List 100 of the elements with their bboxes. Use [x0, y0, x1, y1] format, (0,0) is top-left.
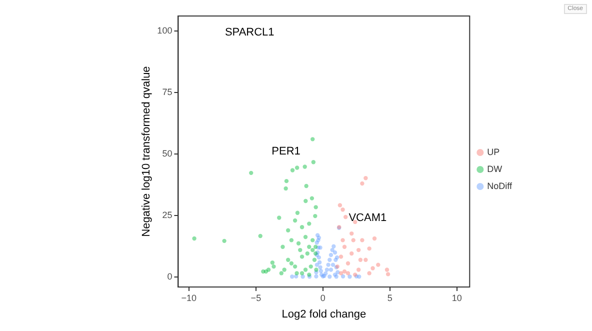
point — [310, 248, 315, 252]
point — [328, 258, 332, 262]
point — [310, 137, 315, 142]
point — [290, 168, 295, 172]
point — [324, 271, 328, 276]
point — [350, 231, 354, 236]
point — [317, 260, 322, 264]
point — [332, 250, 338, 255]
point — [289, 261, 294, 266]
point — [372, 236, 377, 241]
point — [338, 271, 344, 276]
legend-label: UP — [487, 146, 500, 157]
point — [316, 238, 320, 242]
x-tick-label: −10 — [181, 292, 197, 303]
point — [314, 262, 319, 267]
point — [280, 244, 285, 249]
point — [310, 238, 315, 242]
point — [302, 164, 307, 169]
point — [343, 214, 348, 220]
point — [284, 178, 289, 184]
point — [286, 228, 290, 232]
point — [370, 266, 375, 270]
point — [360, 181, 364, 186]
y-tick-label: 75 — [162, 86, 172, 97]
x-tick-label: 0 — [320, 292, 326, 303]
point — [326, 262, 330, 267]
point — [350, 251, 354, 256]
point — [303, 234, 308, 240]
point — [282, 268, 286, 272]
point — [356, 248, 361, 252]
point — [338, 203, 342, 208]
y-tick-label: 0 — [167, 272, 172, 282]
point — [376, 262, 380, 267]
point — [290, 274, 294, 279]
point — [272, 264, 276, 269]
point — [328, 252, 334, 258]
point — [266, 268, 271, 272]
point — [342, 269, 347, 274]
point — [305, 251, 310, 256]
point — [314, 205, 318, 210]
x-tick-label: 5 — [387, 292, 392, 303]
point — [304, 184, 308, 188]
point — [346, 261, 350, 266]
point — [261, 269, 266, 274]
legend-label: NoDiff — [487, 180, 512, 191]
point — [330, 248, 334, 252]
point — [314, 274, 318, 279]
point — [222, 238, 226, 244]
point — [308, 264, 313, 269]
point — [364, 258, 368, 262]
x-tick-label: −5 — [250, 292, 262, 303]
point — [310, 196, 314, 200]
point — [328, 268, 334, 272]
point — [356, 268, 361, 272]
point — [340, 238, 345, 242]
point — [346, 271, 350, 276]
point — [192, 236, 196, 241]
point — [367, 271, 372, 276]
legend-label: DW — [487, 164, 503, 174]
annotation: PER1 — [272, 146, 300, 158]
point — [324, 268, 330, 272]
point — [386, 272, 390, 276]
point — [313, 244, 318, 249]
point — [294, 271, 299, 276]
point — [311, 160, 316, 164]
point — [340, 208, 345, 212]
point — [307, 244, 312, 249]
point — [279, 271, 284, 276]
point — [304, 198, 308, 204]
point — [351, 238, 356, 242]
point — [294, 166, 300, 170]
point — [332, 244, 336, 248]
point — [300, 254, 304, 259]
point — [348, 274, 352, 279]
point — [328, 274, 332, 279]
x-axis-title: Log2 fold change — [282, 308, 366, 320]
x-tick-label: 10 — [452, 292, 462, 303]
annotation: SPARCL1 — [224, 26, 274, 38]
point — [313, 214, 318, 218]
y-tick-label: 25 — [162, 210, 172, 220]
y-axis-title: Negative log10 transformed qvalue — [140, 66, 153, 237]
point — [298, 248, 302, 252]
point — [342, 244, 347, 249]
point — [357, 274, 362, 279]
point — [295, 210, 300, 215]
point — [367, 246, 372, 251]
point — [286, 258, 290, 262]
point — [292, 264, 298, 269]
point — [340, 274, 346, 279]
point — [289, 238, 294, 242]
point — [330, 262, 336, 267]
point — [318, 265, 322, 270]
point — [384, 268, 390, 272]
point — [284, 186, 288, 191]
point — [292, 218, 298, 223]
point — [338, 254, 344, 259]
point — [334, 255, 340, 260]
annotation: VCAM1 — [348, 212, 387, 224]
point — [312, 258, 317, 262]
point — [296, 241, 301, 246]
